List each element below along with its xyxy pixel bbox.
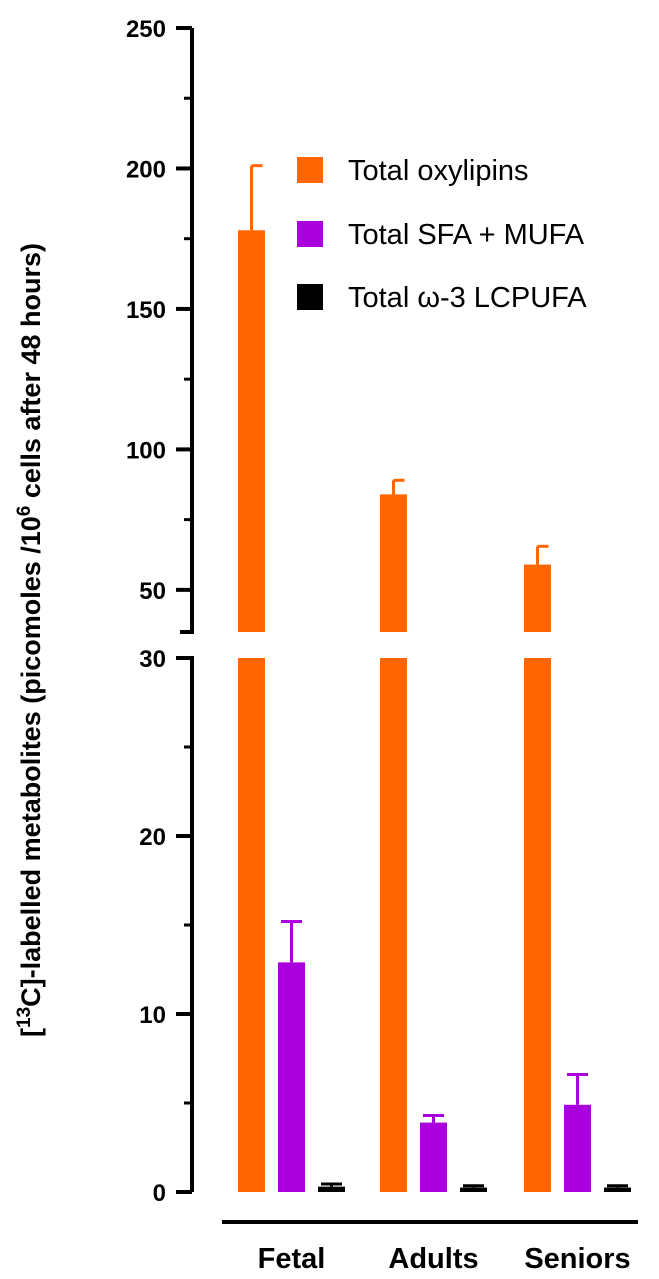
y-tick-label: 30 — [139, 646, 166, 673]
y-label-mid: C]-labelled metabolites (picomoles /10 — [16, 516, 46, 1007]
bar-0-2-lower — [524, 658, 551, 1192]
x-category-label: Adults — [388, 1243, 478, 1275]
bar-1-1 — [420, 1122, 447, 1192]
y-tick-label: 10 — [139, 1002, 166, 1029]
bar-0-1-lower — [380, 658, 407, 1192]
bar-2-0 — [318, 1186, 345, 1192]
y-tick-label: 200 — [126, 156, 166, 183]
error-bars — [250, 164, 628, 1188]
y-tick-label: 50 — [139, 578, 166, 605]
y-tick-label: 0 — [153, 1180, 166, 1207]
y-label-isotope: 13 — [14, 1007, 35, 1028]
y-label-prefix: [ — [16, 1028, 46, 1037]
x-category-labels: Fetal Adults Seniors — [258, 1243, 631, 1275]
bar-0-0-upper — [238, 230, 265, 632]
x-category-label: Fetal — [258, 1243, 326, 1275]
legend-swatch — [297, 284, 323, 310]
y-axis-label: [13C]-labelled metabolites (picomoles /1… — [14, 243, 46, 1037]
y-tick-label: 150 — [126, 297, 166, 324]
upper-y-ticks: 50 100 150 200 250 — [126, 16, 192, 605]
y-label-suffix: cells after 48 hours) — [16, 243, 46, 506]
y-tick-label: 20 — [139, 824, 166, 851]
bar-1-0 — [278, 962, 305, 1192]
legend-swatch — [297, 157, 323, 183]
legend-label: Total SFA + MUFA — [348, 219, 585, 251]
legend: Total oxylipins Total SFA + MUFA Total ω-3… — [297, 155, 587, 314]
bar-0-1-upper — [380, 494, 407, 632]
x-category-label: Seniors — [524, 1243, 630, 1275]
bar-1-2 — [564, 1104, 591, 1192]
legend-label: Total ω-3 LCPUFA — [348, 282, 587, 314]
y-tick-label: 250 — [126, 16, 166, 43]
y-tick-label: 100 — [126, 437, 166, 464]
lower-y-ticks: 0 10 20 30 — [139, 646, 192, 1207]
bar-2-1 — [460, 1187, 487, 1192]
bar-0-2-upper — [524, 564, 551, 632]
bars — [238, 230, 631, 1192]
svg-text:[13C]-labelled metabolites (pi: [13C]-labelled metabolites (picomoles /1… — [14, 243, 46, 1037]
legend-swatch — [297, 221, 323, 247]
legend-label: Total oxylipins — [348, 155, 529, 187]
bar-2-2 — [604, 1187, 631, 1192]
bar-0-0-lower — [238, 658, 265, 1192]
y-label-exponent: 6 — [14, 506, 35, 517]
